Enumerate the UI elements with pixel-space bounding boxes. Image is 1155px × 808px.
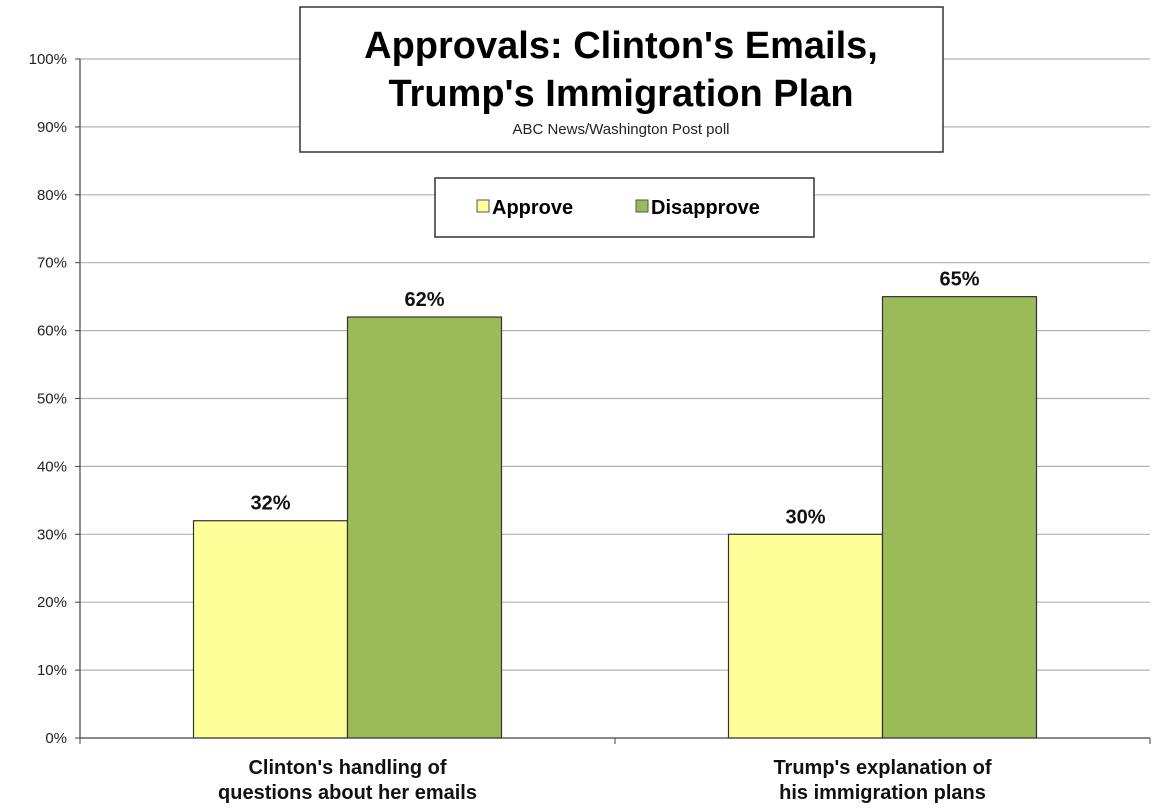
category-label: his immigration plans — [779, 782, 986, 804]
y-tick-label: 60% — [37, 323, 67, 340]
chart-title-line-2: Trump's Immigration Plan — [388, 73, 853, 115]
category-label: questions about her emails — [218, 782, 477, 804]
y-tick-label: 0% — [45, 730, 67, 747]
chart-subtitle: ABC News/Washington Post poll — [512, 121, 729, 138]
legend-swatch-disapprove — [635, 199, 649, 213]
legend-frame — [434, 177, 815, 238]
y-tick-label: 100% — [29, 51, 67, 68]
y-tick-label: 50% — [37, 391, 67, 408]
data-label-approve-1: 30% — [785, 506, 825, 528]
y-axis-ticks: 0% 10% 20% 30% 40% 50% 60% 70% 80% 90% 100% — [29, 51, 80, 747]
y-tick-label: 20% — [37, 594, 67, 611]
axes — [79, 59, 1151, 744]
title-box: Approvals: Clinton's Emails, Trump's Imm… — [299, 6, 944, 153]
legend: Approve Disapprove — [434, 177, 815, 238]
category-labels: Clinton's handling of questions about her… — [218, 757, 992, 804]
legend-swatch-approve — [476, 199, 490, 213]
y-tick-label: 70% — [37, 255, 67, 272]
title-frame — [299, 6, 944, 153]
bar-disapprove-0 — [346, 316, 503, 739]
y-tick-label: 30% — [37, 526, 67, 543]
y-tick-label: 90% — [37, 119, 67, 136]
data-label-disapprove-0: 62% — [404, 289, 444, 311]
data-labels: 32% 62% 30% 65% — [250, 269, 979, 529]
bar-disapprove-1 — [881, 296, 1038, 739]
chart-title-line-1: Approvals: Clinton's Emails, — [364, 25, 878, 67]
bars — [192, 296, 1038, 739]
category-label: Clinton's handling of — [248, 757, 446, 779]
y-tick-label: 40% — [37, 458, 67, 475]
y-tick-label: 80% — [37, 187, 67, 204]
bar-approve-1 — [727, 533, 884, 739]
legend-label-disapprove: Disapprove — [651, 197, 760, 219]
data-label-approve-0: 32% — [250, 493, 290, 515]
category-label: Trump's explanation of — [773, 757, 991, 779]
data-label-disapprove-1: 65% — [939, 269, 979, 291]
legend-label-approve: Approve — [492, 197, 573, 219]
bar-approve-0 — [192, 520, 349, 739]
y-tick-label: 10% — [37, 662, 67, 679]
